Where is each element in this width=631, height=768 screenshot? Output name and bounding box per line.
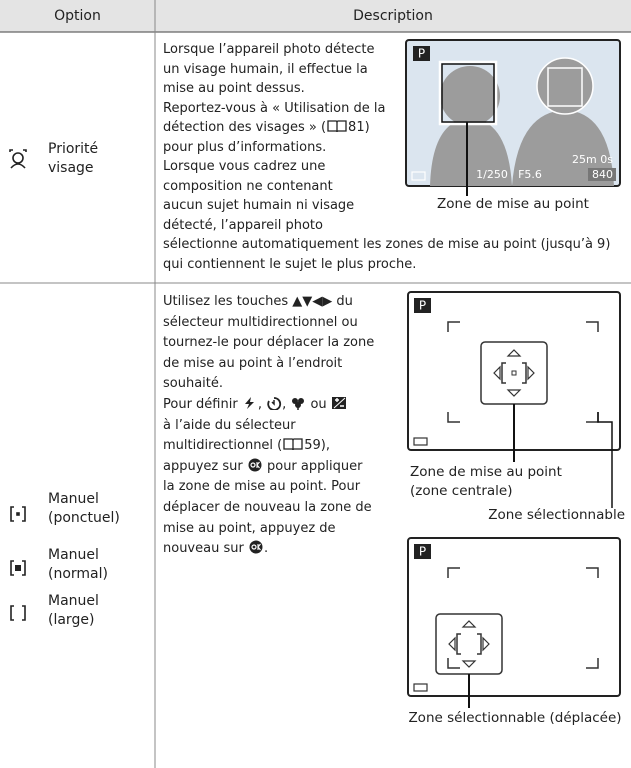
description-line: détection des visages » ( 81)	[163, 118, 370, 137]
description-line: pour plus d’informations.	[163, 138, 326, 157]
column-header: Description	[353, 8, 433, 24]
description-text: .	[263, 541, 269, 557]
description-text: tournez-le pour déplacer la zone	[163, 335, 375, 351]
screen-aperture: F5.6	[518, 168, 542, 181]
macro-icon	[292, 398, 305, 410]
figure-caption: Zone de mise au point (zone centrale)	[410, 464, 562, 499]
camera-screen: P	[407, 291, 621, 508]
description-line: détecté, l’appareil photo	[163, 216, 323, 235]
screen-time: 25m 0s	[572, 153, 613, 166]
description-line: mise au point, appuyez de	[163, 519, 336, 538]
description-text: multidirectionnel (	[163, 438, 283, 454]
description-text: ,	[257, 397, 267, 412]
description-line: la zone de mise au point. Pour	[163, 477, 360, 496]
ok-icon	[249, 540, 263, 554]
option-label: Manuel (large)	[48, 593, 99, 628]
description-line: Utilisez les touches ▲▼◀▶ du	[163, 292, 353, 311]
description-text: Lorsque l’appareil photo détecte	[163, 42, 375, 57]
description-line: à l’aide du sélecteur	[163, 416, 296, 435]
option-label: Manuel (normal)	[48, 547, 108, 582]
description-line: souhaité.	[163, 374, 223, 393]
camera-screen: P 1/250 F5.6 25m 0s 840	[405, 39, 621, 196]
book-icon	[283, 438, 303, 451]
screen-mode: P	[419, 545, 426, 559]
description-text: aucun sujet humain ni visage	[163, 198, 355, 213]
book-icon	[327, 120, 347, 133]
description-text: à l’aide du sélecteur	[163, 417, 296, 433]
screen-shutter: 1/250	[476, 168, 508, 181]
ok-icon	[248, 458, 262, 472]
description-text: de mise au point à l’endroit	[163, 355, 343, 371]
description-text: sélectionne automatiquement les zones de…	[163, 237, 611, 252]
description-line: de mise au point à l’endroit	[163, 354, 342, 373]
option-label: Manuel (ponctuel)	[48, 491, 120, 526]
description-text: 59),	[304, 438, 330, 454]
description-text: la zone de mise au point. Pour	[163, 479, 361, 495]
description-text: pour appliquer	[262, 458, 363, 474]
description-text: composition ne contenant	[163, 178, 333, 194]
description-text: mise au point, appuyez de	[163, 520, 336, 536]
description-text: appuyez sur	[163, 458, 247, 474]
timer-icon	[267, 397, 282, 410]
description-line: mise au point dessus.	[163, 79, 305, 98]
description-line: aucun sujet humain ni visage	[163, 196, 354, 215]
description-text: souhaité.	[163, 376, 224, 392]
header-bg	[0, 0, 631, 32]
screen-shots: 840	[592, 168, 613, 181]
description-text: un visage humain, il effectue la	[163, 61, 368, 77]
flash-icon	[244, 397, 254, 409]
description-line: Pour définir , , ou	[163, 395, 347, 414]
description-text: 81)	[348, 120, 370, 135]
description-text: mise au point dessus.	[163, 81, 305, 96]
description-text: ou	[306, 397, 331, 412]
figure-caption: Zone sélectionnable (déplacée)	[408, 710, 622, 726]
description-text: qui contiennent le sujet le plus proche.	[163, 256, 417, 272]
description-line: composition ne contenant	[163, 177, 333, 196]
camera-screen: P	[407, 537, 621, 708]
description-line: tournez-le pour déplacer la zone	[163, 333, 374, 352]
description-text: Utilisez les touches ▲▼◀▶ du	[163, 294, 353, 309]
option-icon	[9, 149, 27, 169]
description-line: sélectionne automatiquement les zones de…	[163, 235, 610, 254]
description-line: multidirectionnel ( 59),	[163, 436, 330, 455]
description-text: sélecteur multidirectionnel ou	[163, 314, 358, 330]
figure-caption: Zone sélectionnable	[488, 507, 625, 523]
description-text: nouveau sur	[163, 541, 248, 557]
option-label: Priorité visage	[48, 141, 99, 176]
column-header: Option	[54, 8, 101, 24]
description-line: nouveau sur .	[163, 539, 268, 558]
description-line: Lorsque vous cadrez une	[163, 157, 325, 176]
screen-mode: P	[418, 47, 425, 61]
option-icon	[10, 506, 26, 621]
description-text: détection des visages » (	[163, 120, 327, 135]
description-line: Lorsque l’appareil photo détecte	[163, 40, 375, 59]
description-text: pour plus d’informations.	[163, 139, 327, 155]
description-text: Pour définir	[163, 397, 242, 412]
description-text: déplacer de nouveau la zone de	[163, 500, 372, 515]
screen-mode: P	[419, 299, 426, 313]
description-text: ,	[282, 397, 291, 412]
exposure-icon	[331, 397, 346, 409]
description-text: détecté, l’appareil photo	[163, 217, 323, 233]
description-line: un visage humain, il effectue la	[163, 60, 368, 79]
description-text: Reportez-vous à « Utilisation de la	[163, 100, 386, 116]
description-line: qui contiennent le sujet le plus proche.	[163, 255, 416, 274]
description-text: Lorsque vous cadrez une	[163, 159, 326, 174]
description-line: Reportez-vous à « Utilisation de la	[163, 99, 385, 118]
description-line: appuyez sur pour appliquer	[163, 457, 362, 476]
figure-caption: Zone de mise au point	[437, 196, 589, 212]
description-line: déplacer de nouveau la zone de	[163, 498, 372, 517]
description-line: sélecteur multidirectionnel ou	[163, 313, 358, 332]
